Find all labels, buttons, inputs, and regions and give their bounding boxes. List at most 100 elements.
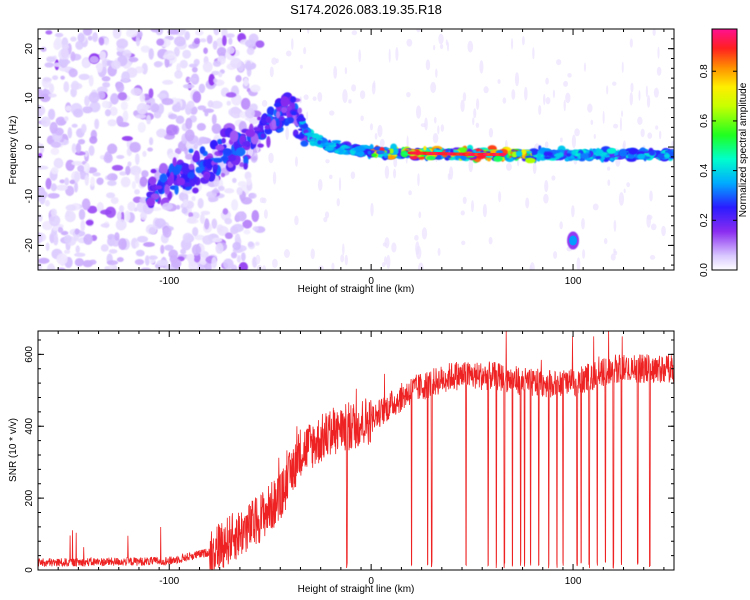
heatmap-cell: [134, 189, 140, 195]
heatmap-cell: [225, 92, 237, 98]
colorbar-tick-label: 0.8: [699, 64, 710, 78]
heatmap-cell: [369, 123, 374, 131]
heatmap-cell: [511, 89, 516, 100]
heatmap-cell: [195, 30, 204, 36]
heatmap-cell: [213, 29, 220, 36]
heatmap-cell: [297, 107, 303, 114]
heatmap-cell: [236, 187, 243, 196]
heatmap-cell: [148, 48, 154, 60]
heatmap-cell: [217, 225, 229, 237]
x-tick-label: 100: [565, 576, 582, 587]
heatmap-cell: [167, 175, 174, 186]
heatmap-cell: [60, 75, 65, 80]
heatmap-cell: [87, 205, 98, 214]
heatmap-cell: [303, 94, 309, 100]
heatmap-cell: [192, 187, 199, 194]
heatmap-cell: [235, 75, 242, 83]
heatmap-cell: [206, 34, 213, 44]
heatmap-cell: [259, 197, 266, 204]
heatmap-cell: [406, 135, 409, 149]
heatmap-cell: [226, 100, 232, 106]
heatmap-cell: [171, 165, 180, 176]
heatmap-cell: [215, 144, 225, 151]
heatmap-cell: [294, 156, 298, 167]
heatmap-cell: [291, 38, 294, 50]
heatmap-cell: [262, 265, 267, 270]
heatmap-cell: [69, 179, 76, 185]
heatmap-cell: [99, 50, 107, 61]
heatmap-cell: [354, 151, 365, 157]
heatmap-cell: [80, 219, 86, 232]
heatmap-cell: [626, 157, 637, 162]
heatmap-cell: [199, 213, 205, 224]
heatmap-cell: [521, 35, 525, 46]
heatmap-cell: [506, 163, 512, 171]
heatmap-cell: [658, 130, 662, 140]
heatmap-cell: [48, 93, 57, 98]
heatmap-cell: [248, 118, 259, 125]
heatmap-cell: [216, 46, 227, 57]
heatmap-cell: [260, 114, 268, 125]
heatmap-cell: [162, 79, 174, 85]
heatmap-cell: [211, 256, 217, 269]
heatmap-cell: [414, 234, 419, 241]
heatmap-cell: [310, 138, 316, 142]
heatmap-cell: [532, 162, 537, 175]
heatmap-cell: [289, 96, 297, 103]
heatmap-cell: [89, 55, 99, 64]
heatmap-cell: [621, 61, 624, 73]
heatmap-cell: [236, 255, 242, 263]
heatmap-cell: [388, 48, 391, 63]
heatmap-cell: [383, 256, 387, 265]
heatmap-cell: [245, 129, 256, 138]
heatmap-cell: [134, 258, 145, 265]
heatmap-cell: [160, 244, 165, 255]
heatmap-cell: [116, 82, 125, 93]
heatmap-cell: [359, 90, 366, 99]
heatmap-cell: [240, 97, 251, 110]
heatmap-cell: [65, 204, 77, 212]
heatmap-cell: [202, 61, 213, 73]
heatmap-cell: [265, 116, 272, 124]
heatmap-cell: [89, 136, 98, 144]
heatmap-cell: [197, 105, 207, 111]
snr-series-line: [38, 331, 674, 570]
heatmap-cell: [191, 195, 196, 202]
heatmap-cell: [58, 59, 71, 65]
heatmap-cell: [545, 77, 549, 85]
heatmap-cell: [42, 77, 52, 82]
heatmap-cell: [538, 104, 542, 116]
heatmap-cell: [44, 199, 50, 207]
heatmap-cell: [116, 115, 124, 126]
heatmap-cell: [304, 132, 315, 136]
heatmap-cell: [432, 132, 439, 144]
heatmap-cell: [213, 157, 223, 163]
heatmap-cell: [646, 214, 653, 220]
heatmap-cell: [120, 176, 131, 188]
heatmap-cell: [461, 240, 466, 246]
heatmap-cell: [188, 148, 194, 154]
snr-ylabel: SNR (10 * v/v): [8, 418, 19, 482]
heatmap-cell: [106, 192, 116, 199]
heatmap-cell: [492, 156, 503, 162]
heatmap-cell: [60, 47, 69, 59]
heatmap-cell: [275, 119, 280, 127]
heatmap-cell: [192, 227, 199, 237]
heatmap-cell: [243, 155, 249, 166]
heatmap-cell: [379, 138, 385, 148]
heatmap-cell: [306, 111, 309, 120]
heatmap-cell: [102, 66, 107, 75]
heatmap-cell: [329, 174, 333, 180]
heatmap-cell: [613, 248, 616, 254]
heatmap-cell: [142, 150, 147, 158]
heatmap-cell: [216, 37, 225, 48]
heatmap-cell: [482, 203, 487, 218]
heatmap-cell: [622, 143, 626, 149]
heatmap-cell: [621, 110, 624, 117]
y-tick-label: -20: [24, 238, 35, 253]
heatmap-cell: [250, 84, 261, 93]
heatmap-cell: [543, 151, 553, 157]
heatmap-cell: [498, 191, 502, 203]
heatmap-cell: [184, 129, 195, 142]
heatmap-cell: [231, 199, 239, 211]
